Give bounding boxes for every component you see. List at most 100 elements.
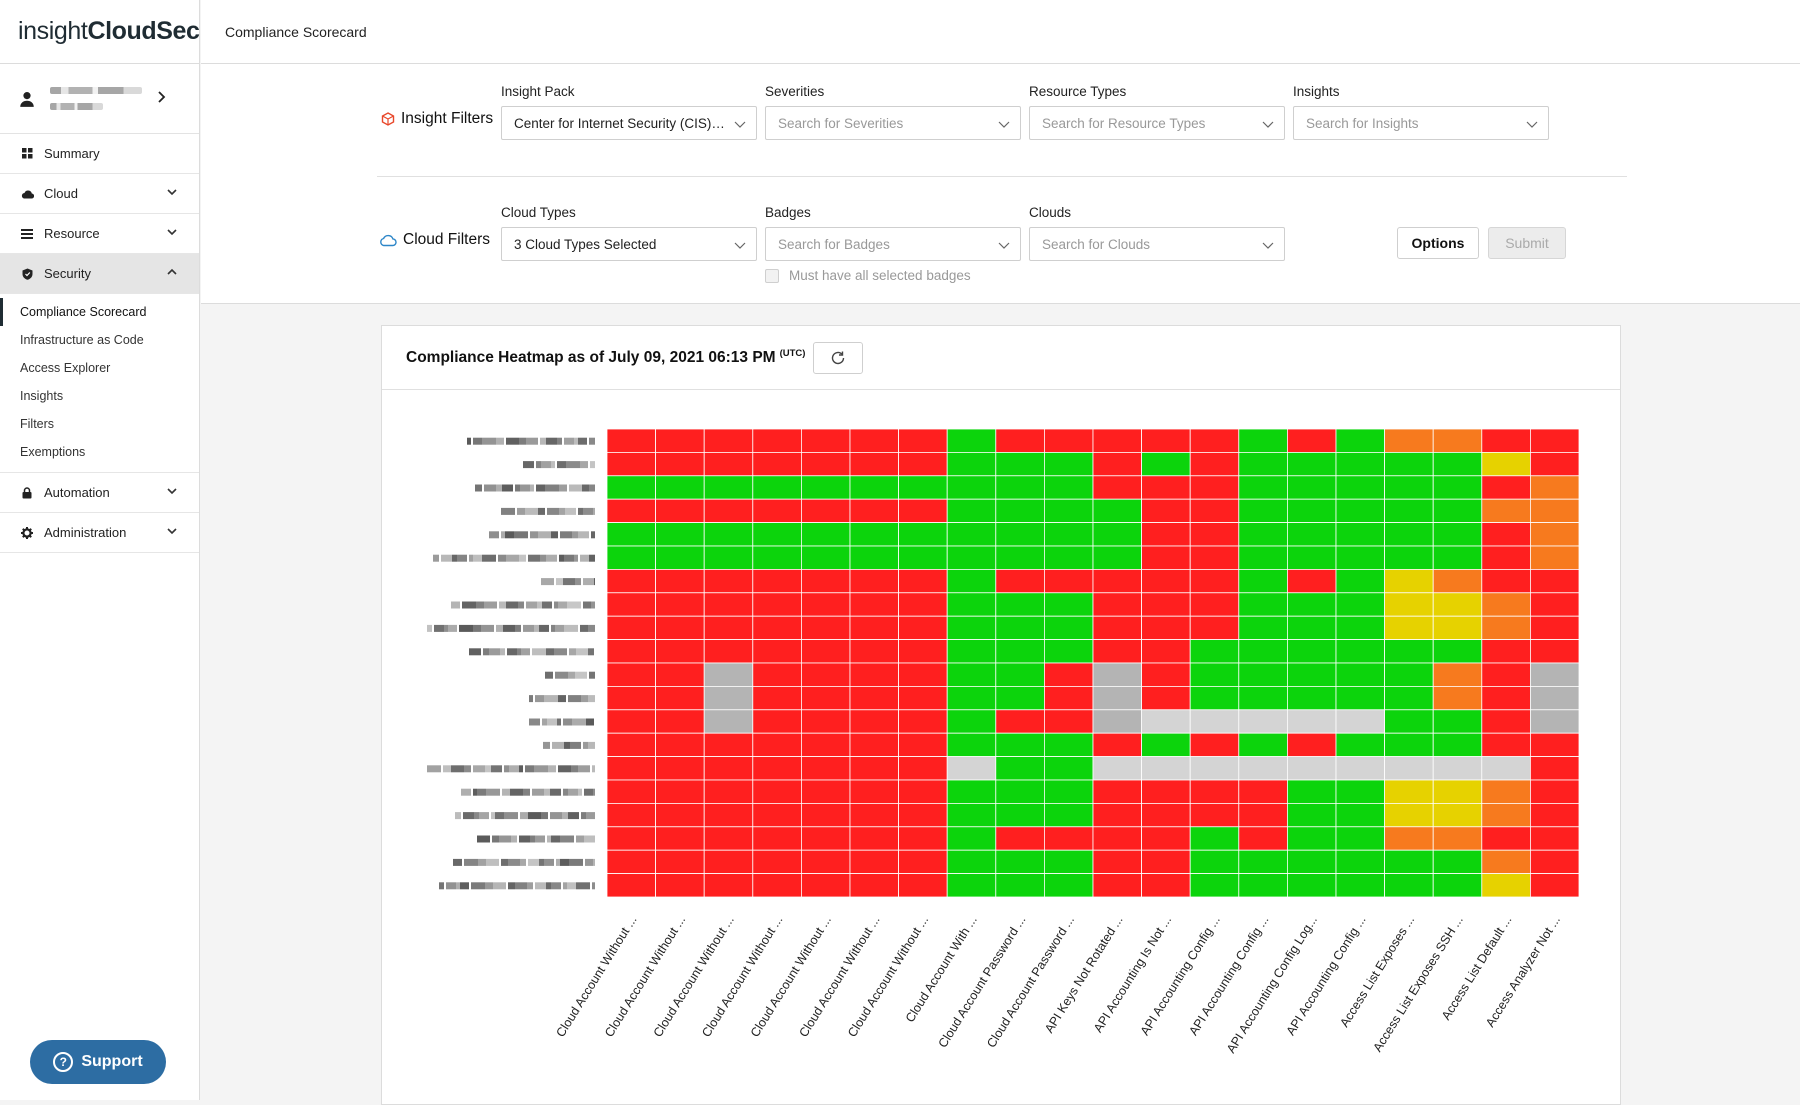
heatmap-cell[interactable] [752,662,802,687]
heatmap-cell[interactable] [1189,428,1240,453]
heatmap-cell[interactable] [655,802,705,828]
heatmap-cell[interactable] [1044,732,1094,758]
sidebar-subitem-exemptions[interactable]: Exemptions [20,445,86,459]
heatmap-cell[interactable] [1238,592,1288,617]
heatmap-cell[interactable] [1092,592,1142,617]
heatmap-cell[interactable] [1287,873,1337,898]
heatmap-cell[interactable] [606,498,656,523]
heatmap-cell[interactable] [898,685,948,711]
badges-select[interactable]: Search for Badges [765,227,1021,261]
heatmap-cell[interactable] [1335,475,1385,500]
heatmap-cell[interactable] [1092,522,1142,547]
heatmap-cell[interactable] [946,756,997,781]
heatmap-cell[interactable] [1044,522,1094,547]
heatmap-cell[interactable] [1432,779,1483,804]
heatmap-cell[interactable] [655,568,705,594]
heatmap-cell[interactable] [800,615,851,640]
heatmap-cell[interactable] [849,826,899,851]
heatmap-cell[interactable] [1092,615,1142,640]
heatmap-cell[interactable] [703,732,754,758]
heatmap-cell[interactable] [1287,756,1337,781]
heatmap-cell[interactable] [1238,802,1288,828]
heatmap-cell[interactable] [898,498,948,523]
heatmap-cell[interactable] [995,568,1045,594]
heatmap-cell[interactable] [703,873,754,898]
heatmap-cell[interactable] [1432,452,1483,477]
heatmap-cell[interactable] [752,428,802,453]
heatmap-cell[interactable] [1141,709,1191,734]
heatmap-cell[interactable] [1044,709,1094,734]
heatmap-cell[interactable] [1189,545,1240,570]
heatmap-cell[interactable] [1092,756,1142,781]
heatmap-cell[interactable] [898,779,948,804]
heatmap-cell[interactable] [606,568,656,594]
heatmap-cell[interactable] [1141,826,1191,851]
heatmap-cell[interactable] [1189,826,1240,851]
heatmap-cell[interactable] [1141,802,1191,828]
heatmap-cell[interactable] [1189,568,1240,594]
heatmap-cell[interactable] [1481,826,1531,851]
heatmap-cell[interactable] [898,709,948,734]
heatmap-cell[interactable] [1092,568,1142,594]
heatmap-cell[interactable] [1481,615,1531,640]
heatmap-cell[interactable] [606,522,656,547]
support-button[interactable]: ? Support [30,1040,166,1084]
heatmap-cell[interactable] [1238,756,1288,781]
heatmap-cell[interactable] [606,685,656,711]
heatmap-cell[interactable] [946,826,997,851]
heatmap-cell[interactable] [995,732,1045,758]
heatmap-cell[interactable] [1044,545,1094,570]
heatmap-cell[interactable] [1335,779,1385,804]
heatmap-cell[interactable] [606,732,656,758]
heatmap-cell[interactable] [1092,428,1142,453]
heatmap-cell[interactable] [1335,545,1385,570]
heatmap-cell[interactable] [800,662,851,687]
heatmap-cell[interactable] [800,802,851,828]
heatmap-cell[interactable] [1092,779,1142,804]
heatmap-cell[interactable] [1481,498,1531,523]
heatmap-cell[interactable] [655,662,705,687]
sidebar-item-security[interactable]: Security [0,254,199,294]
heatmap-cell[interactable] [1335,849,1385,875]
heatmap-cell[interactable] [1189,779,1240,804]
heatmap-cell[interactable] [1432,826,1483,851]
app-logo[interactable]: insight CloudSec [0,0,200,64]
sidebar-item-resource[interactable]: Resource [0,214,199,254]
heatmap-cell[interactable] [995,709,1045,734]
heatmap-cell[interactable] [606,849,656,875]
heatmap-cell[interactable] [946,873,997,898]
heatmap-cell[interactable] [946,428,997,453]
heatmap-cell[interactable] [1481,873,1531,898]
heatmap-cell[interactable] [752,756,802,781]
heatmap-cell[interactable] [1481,709,1531,734]
heatmap-cell[interactable] [1238,849,1288,875]
sidebar-subitem-insights[interactable]: Insights [20,389,64,403]
heatmap-cell[interactable] [655,428,705,453]
heatmap-cell[interactable] [1384,826,1434,851]
heatmap-cell[interactable] [1335,615,1385,640]
heatmap-cell[interactable] [1287,709,1337,734]
heatmap-cell[interactable] [946,849,997,875]
sidebar-subitem-filters[interactable]: Filters [20,417,55,431]
heatmap-cell[interactable] [1335,568,1385,594]
heatmap-cell[interactable] [655,592,705,617]
heatmap-cell[interactable] [849,709,899,734]
heatmap-cell[interactable] [1287,732,1337,758]
heatmap-cell[interactable] [1530,475,1580,500]
heatmap-cell[interactable] [1044,498,1094,523]
sidebar-subitem-access-explorer[interactable]: Access Explorer [20,361,111,375]
heatmap-cell[interactable] [1481,732,1531,758]
heatmap-cell[interactable] [800,498,851,523]
heatmap-cell[interactable] [1287,662,1337,687]
heatmap-cell[interactable] [1530,498,1580,523]
heatmap-cell[interactable] [849,732,899,758]
heatmap-cell[interactable] [1384,709,1434,734]
heatmap-cell[interactable] [703,662,754,687]
heatmap-cell[interactable] [752,873,802,898]
heatmap-cell[interactable] [1481,662,1531,687]
heatmap-cell[interactable] [703,685,754,711]
heatmap-cell[interactable] [1092,662,1142,687]
heatmap-cell[interactable] [1335,826,1385,851]
heatmap-cell[interactable] [1432,756,1483,781]
heatmap-cell[interactable] [703,568,754,594]
